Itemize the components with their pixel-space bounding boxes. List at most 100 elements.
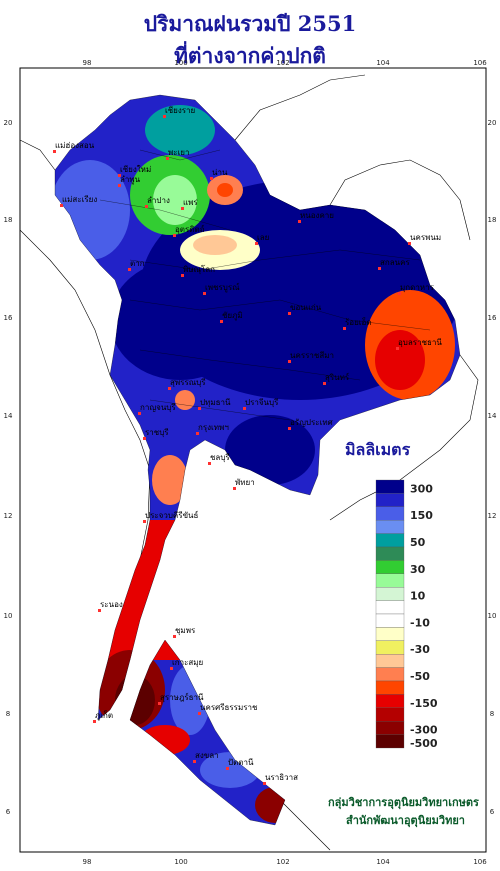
legend-label: 150	[410, 509, 433, 522]
legend-swatch	[375, 707, 405, 722]
city-label: แพร่	[183, 198, 198, 207]
city-label: นครศรีธรรมราช	[200, 703, 258, 712]
station-marker	[173, 234, 176, 237]
legend-swatch	[375, 506, 405, 521]
legend-swatch	[375, 654, 405, 668]
legend-swatch	[375, 573, 405, 588]
city-label: ปทุมธานี	[200, 398, 231, 407]
lat-tick-label: 8	[6, 710, 10, 718]
lat-tick-label: 18	[488, 216, 497, 224]
station-marker	[93, 720, 96, 723]
city-label: น่าน	[212, 168, 228, 177]
legend-label: -50	[410, 670, 430, 683]
legend-swatch	[375, 520, 405, 534]
station-marker	[170, 667, 173, 670]
city-label: ปราจีนบุรี	[245, 398, 279, 407]
lat-tick-label: 14	[4, 412, 13, 420]
map-title-line1: ปริมาณฝนรวมปี 2551	[143, 11, 357, 36]
city-label: สงขลา	[195, 751, 219, 760]
lat-tick-label: 18	[4, 216, 13, 224]
station-marker	[198, 407, 201, 410]
city-label: สุพรรณบุรี	[170, 378, 206, 387]
city-label: สุราษฎร์ธานี	[160, 692, 204, 702]
lat-tick-label: 12	[488, 512, 497, 520]
lat-tick-label: 20	[4, 119, 13, 127]
city-label: เกาะสมุย	[172, 658, 203, 667]
legend-swatch	[375, 680, 405, 695]
station-marker	[193, 760, 196, 763]
station-marker	[226, 767, 229, 770]
station-marker	[198, 712, 201, 715]
legend-swatch	[375, 493, 405, 507]
color-legend: 300 150 50 30 10 -10 -30 -50 -150 -300-500	[375, 479, 438, 750]
station-marker	[220, 320, 223, 323]
station-marker	[298, 220, 301, 223]
station-marker	[158, 702, 161, 705]
station-marker	[196, 432, 199, 435]
legend-swatch	[375, 734, 405, 749]
city-label: อุตรดิตถ์	[175, 224, 205, 234]
city-label: สุรินทร์	[325, 372, 350, 382]
lon-tick-label: 106	[473, 59, 487, 67]
station-marker	[173, 635, 176, 638]
credit-line2: สำนักพัฒนาอุตุนิยมวิทยา	[346, 814, 465, 828]
station-marker	[408, 242, 411, 245]
station-marker	[323, 382, 326, 385]
legend-label: -150	[410, 697, 438, 710]
station-marker	[396, 347, 399, 350]
legend-label: 50	[410, 536, 426, 549]
city-label: ลำพูน	[120, 175, 141, 185]
station-marker	[288, 360, 291, 363]
lon-tick-label: 98	[83, 59, 92, 67]
city-label: หนองคาย	[300, 211, 334, 220]
legend-swatch	[375, 546, 405, 561]
legend-swatch	[375, 667, 405, 682]
station-marker	[343, 327, 346, 330]
lon-tick-label: 98	[83, 858, 92, 866]
city-label: ชลบุรี	[210, 453, 230, 462]
lon-tick-label: 102	[276, 858, 289, 866]
city-label: ชุมพร	[175, 626, 196, 635]
station-marker	[163, 115, 166, 118]
city-label: เชียงราย	[165, 106, 195, 115]
city-label: นครพนม	[410, 233, 441, 242]
city-label: นราธิวาส	[265, 773, 298, 782]
lat-tick-label: 16	[4, 314, 13, 322]
lat-tick-label: 8	[490, 710, 494, 718]
legend-swatch	[375, 613, 405, 628]
lon-tick-label: 102	[276, 59, 289, 67]
legend-swatch	[375, 694, 405, 708]
city-label: ร้อยเอ็ด	[345, 317, 372, 327]
station-marker	[181, 207, 184, 210]
lon-tick-label: 100	[174, 858, 187, 866]
city-label: นครราชสีมา	[290, 351, 334, 360]
legend-unit-label: มิลลิเมตร	[345, 440, 411, 459]
city-label: แม่สะเรียง	[62, 195, 97, 204]
station-marker	[168, 387, 171, 390]
station-marker	[255, 242, 258, 245]
city-label: สกลนคร	[380, 258, 410, 267]
station-marker	[60, 204, 63, 207]
city-label: ชัยภูมิ	[222, 311, 243, 321]
province-outlines	[54, 94, 461, 826]
lon-tick-label: 104	[376, 59, 390, 67]
legend-swatch	[375, 721, 405, 735]
lat-tick-label: 10	[4, 612, 13, 620]
city-label: ตาก	[130, 259, 145, 268]
station-marker	[263, 782, 266, 785]
station-marker	[203, 292, 206, 295]
station-marker	[378, 267, 381, 270]
lat-tick-label: 10	[488, 612, 497, 620]
station-marker	[118, 174, 121, 177]
station-marker	[208, 462, 211, 465]
lat-tick-label: 20	[488, 119, 497, 127]
city-label: อรัญประเทศ	[290, 418, 333, 427]
station-marker	[128, 268, 131, 271]
legend-label: -30	[410, 643, 430, 656]
city-label: ภูเก็ต	[95, 710, 113, 721]
lon-tick-label: 106	[473, 858, 487, 866]
station-marker	[398, 292, 401, 295]
city-label: ขอนแก่น	[290, 303, 322, 312]
station-marker	[143, 520, 146, 523]
